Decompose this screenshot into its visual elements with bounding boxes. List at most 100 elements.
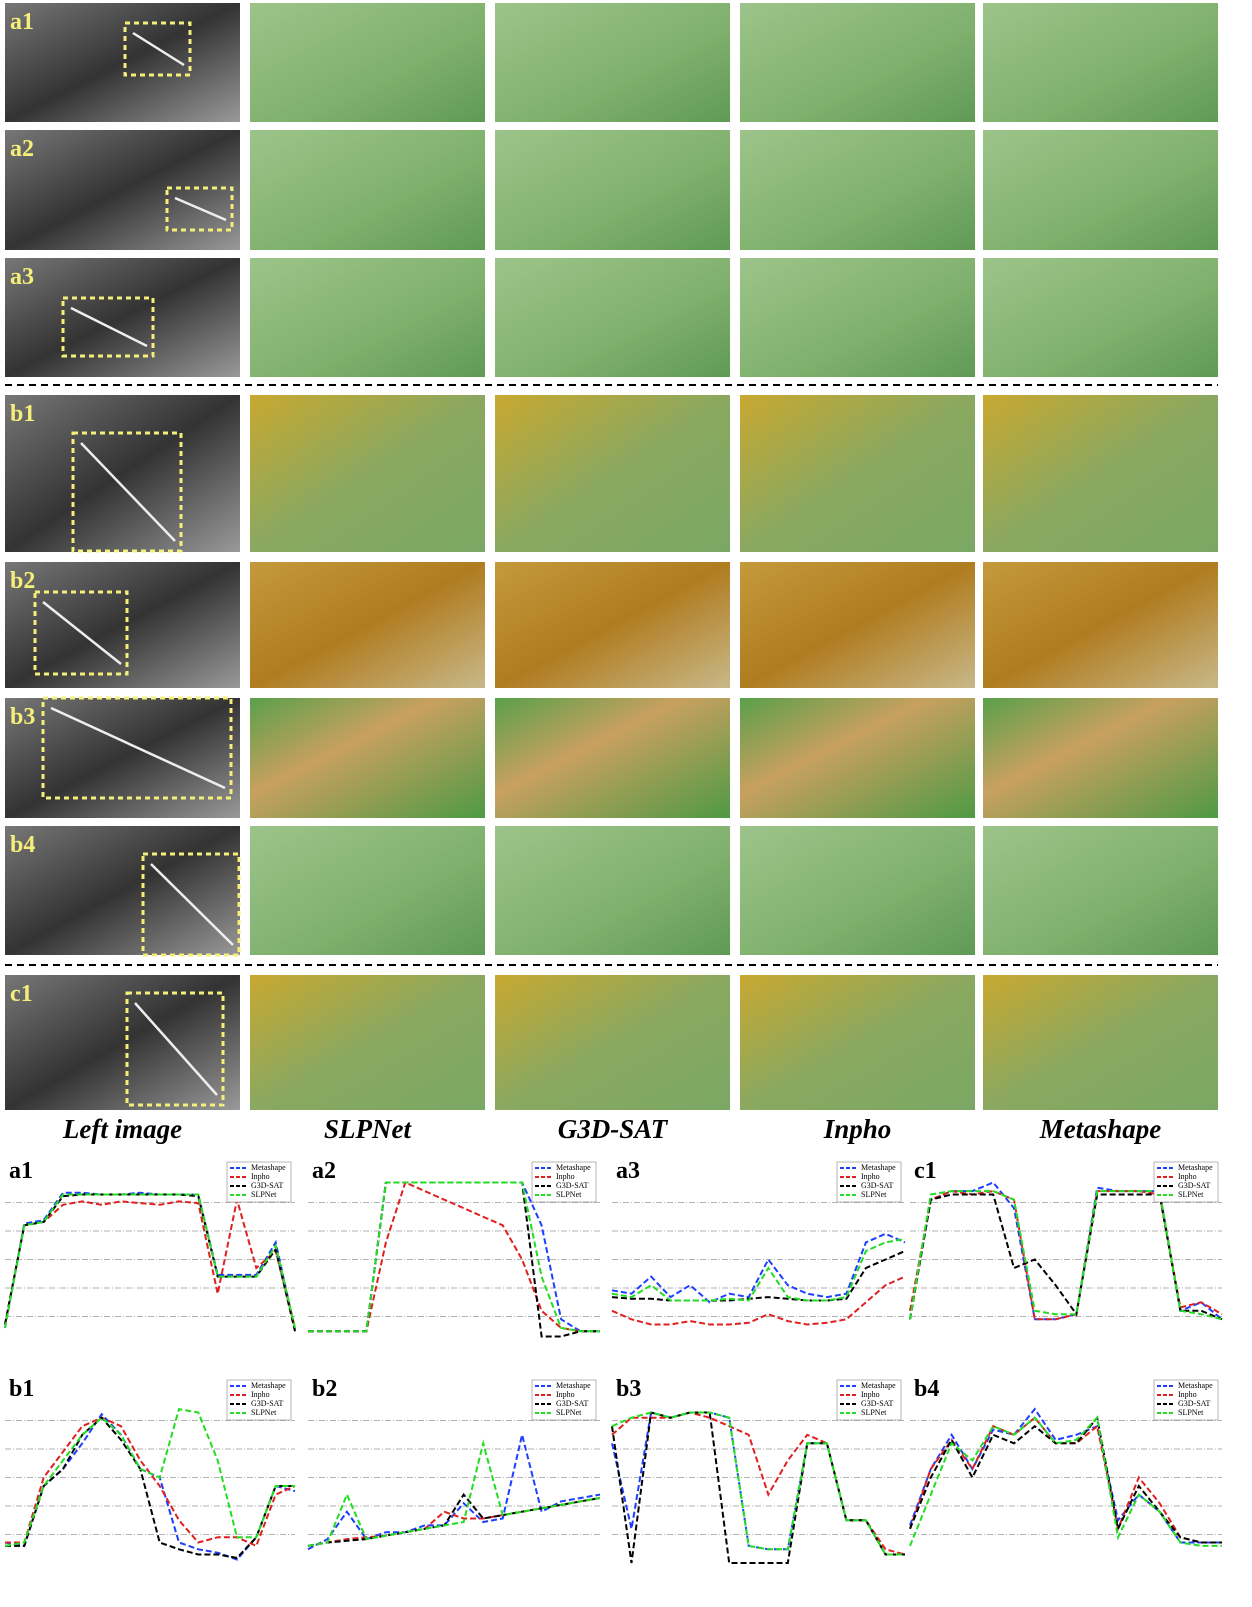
- legend-label: G3D-SAT: [251, 1399, 284, 1408]
- legend-label: G3D-SAT: [1178, 1181, 1211, 1190]
- legend-label: SLPNet: [861, 1190, 887, 1199]
- row-label: a1: [10, 9, 34, 35]
- profile-line: [910, 1418, 1222, 1546]
- legend-label: Metashape: [1178, 1163, 1213, 1172]
- image-panel: [495, 130, 730, 250]
- image-panel: [740, 130, 975, 250]
- image-panel: [740, 698, 975, 818]
- image-panel: [495, 826, 730, 955]
- legend-label: SLPNet: [556, 1408, 582, 1417]
- profile-line: [308, 1443, 600, 1546]
- column-label: Left image: [62, 1114, 182, 1144]
- profile-line: [308, 1435, 600, 1550]
- profile-line: [612, 1234, 905, 1303]
- profile-line: [910, 1195, 1222, 1320]
- legend-label: SLPNet: [251, 1408, 277, 1417]
- image-panel: [983, 698, 1218, 818]
- profile-line: [612, 1413, 905, 1555]
- image-panel: [250, 562, 485, 688]
- legend-label: G3D-SAT: [556, 1181, 589, 1190]
- chart-label: b2: [312, 1376, 337, 1402]
- chart-label: b3: [616, 1376, 641, 1402]
- image-panel: [250, 395, 485, 552]
- chart-label: b4: [914, 1376, 939, 1402]
- image-panel: [250, 3, 485, 122]
- column-label: SLPNet: [324, 1114, 412, 1144]
- image-panel: [5, 562, 240, 688]
- legend-label: Inpho: [251, 1172, 270, 1181]
- image-panel: [5, 826, 240, 955]
- profile-line: [612, 1413, 905, 1564]
- image-panel: [740, 3, 975, 122]
- profile-line: [612, 1239, 905, 1301]
- image-panel: [495, 395, 730, 552]
- legend-label: Inpho: [1178, 1390, 1197, 1399]
- image-panel: [250, 975, 485, 1110]
- chart-label: c1: [914, 1158, 937, 1184]
- image-panel: [740, 258, 975, 377]
- column-label: G3D-SAT: [558, 1114, 669, 1144]
- chart-label: b1: [9, 1376, 34, 1402]
- image-panel: [983, 258, 1218, 377]
- image-panel: [250, 130, 485, 250]
- legend-label: G3D-SAT: [861, 1181, 894, 1190]
- row-label: b3: [10, 704, 35, 730]
- profile-line: [5, 1193, 295, 1330]
- profile-line: [612, 1413, 905, 1555]
- profile-line: [612, 1413, 905, 1555]
- chart-label: a1: [9, 1158, 33, 1184]
- image-panel: [740, 395, 975, 552]
- legend-label: G3D-SAT: [1178, 1399, 1211, 1408]
- legend-label: Metashape: [1178, 1381, 1213, 1390]
- image-panel: [250, 826, 485, 955]
- profile-line: [612, 1251, 905, 1301]
- profile-line: [910, 1418, 1222, 1543]
- image-panel: [5, 698, 240, 818]
- row-label: c1: [10, 981, 33, 1007]
- row-label: a2: [10, 136, 34, 162]
- legend-label: Metashape: [556, 1163, 591, 1172]
- image-panel: [983, 975, 1218, 1110]
- image-panel: [250, 698, 485, 818]
- legend-label: G3D-SAT: [556, 1399, 589, 1408]
- legend-label: Metashape: [251, 1381, 286, 1390]
- legend-label: Metashape: [861, 1163, 896, 1172]
- row-label: b1: [10, 401, 35, 427]
- figure: a1a2a3b1b2b3b4c1Left imageSLPNetG3D-SATI…: [0, 0, 1252, 1607]
- image-panel: [5, 3, 240, 122]
- column-label: Inpho: [823, 1114, 892, 1144]
- profile-line: [5, 1195, 295, 1332]
- image-panel: [5, 258, 240, 377]
- image-panel: [983, 562, 1218, 688]
- image-panel: [5, 395, 240, 552]
- profile-line: [308, 1183, 600, 1332]
- image-panel: [983, 395, 1218, 552]
- legend-label: Inpho: [861, 1390, 880, 1399]
- image-panel: [983, 130, 1218, 250]
- legend-label: Metashape: [556, 1381, 591, 1390]
- profile-line: [5, 1200, 295, 1328]
- column-label: Metashape: [1039, 1114, 1162, 1144]
- image-panel: [495, 975, 730, 1110]
- legend-label: SLPNet: [1178, 1408, 1204, 1417]
- legend-label: Inpho: [251, 1390, 270, 1399]
- image-panel: [983, 826, 1218, 955]
- chart-label: a2: [312, 1158, 336, 1184]
- chart-label: a3: [616, 1158, 640, 1184]
- image-panel: [495, 698, 730, 818]
- legend-label: Metashape: [861, 1381, 896, 1390]
- legend-label: SLPNet: [556, 1190, 582, 1199]
- row-label: a3: [10, 264, 34, 290]
- image-panel: [740, 975, 975, 1110]
- legend-label: SLPNet: [861, 1408, 887, 1417]
- row-label: b2: [10, 568, 35, 594]
- legend-label: SLPNet: [251, 1190, 277, 1199]
- image-panel: [740, 826, 975, 955]
